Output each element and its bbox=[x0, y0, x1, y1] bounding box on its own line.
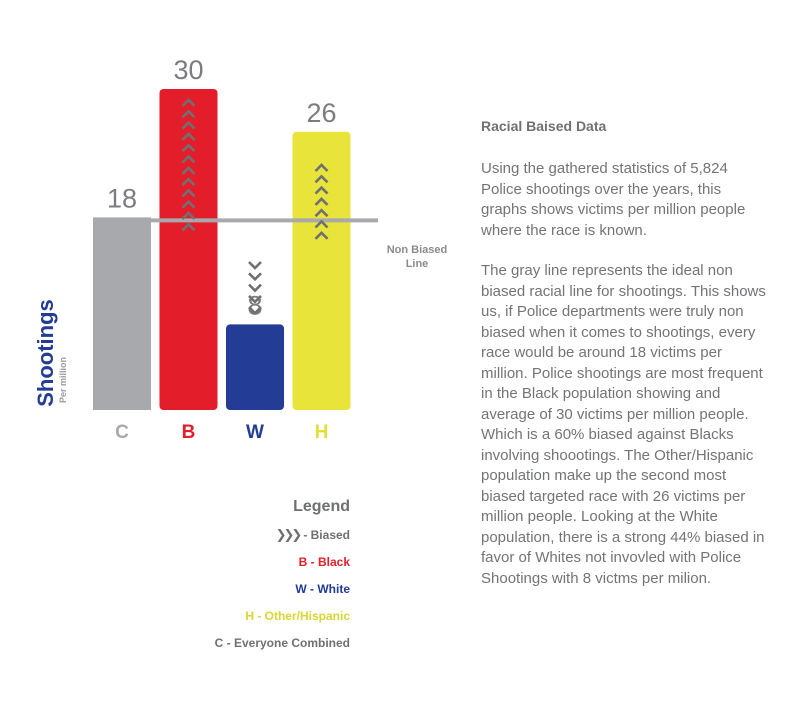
chevron-down-icon bbox=[248, 294, 262, 304]
chevron-up-icon bbox=[181, 109, 196, 119]
category-label-h: H bbox=[315, 422, 329, 443]
chevron-up-icon bbox=[314, 185, 329, 195]
legend: Legend ❯❯❯ - Biased B - Black W - White H… bbox=[215, 498, 350, 663]
category-label-w: W bbox=[246, 422, 264, 443]
chevron-up-icon bbox=[181, 222, 196, 232]
text-panel-title: Racial Baised Data bbox=[481, 118, 607, 134]
legend-item-hispanic: H - Other/Hispanic bbox=[245, 609, 350, 623]
chevron-down-icon bbox=[248, 272, 262, 282]
y-axis-sublabel: Per million bbox=[58, 357, 68, 403]
text-panel-paragraph-1: Using the gathered statistics of 5,824 P… bbox=[481, 160, 746, 239]
chevron-up-icon bbox=[314, 174, 329, 184]
value-label-h: 26 bbox=[306, 98, 336, 128]
chevron-down-icon bbox=[248, 261, 262, 270]
category-label-c: C bbox=[115, 422, 129, 443]
chevron-up-icon bbox=[181, 211, 196, 220]
chevron-up-icon bbox=[314, 197, 329, 206]
legend-item-white: W - White bbox=[295, 582, 350, 596]
value-label-c: 18 bbox=[107, 183, 137, 213]
legend-item-combined: C - Everyone Combined bbox=[214, 636, 350, 650]
chevron-down-icon bbox=[248, 283, 262, 293]
category-label-b: B bbox=[182, 422, 196, 443]
y-axis-label: Shootings bbox=[33, 299, 58, 407]
chevron-up-icon bbox=[181, 132, 196, 141]
chevron-up-icon bbox=[181, 98, 196, 107]
value-label-b: 30 bbox=[173, 55, 203, 85]
chevron-up-icon bbox=[181, 120, 196, 130]
bar-b bbox=[159, 89, 218, 410]
chevron-up-icon bbox=[314, 219, 329, 229]
bar-w bbox=[226, 324, 284, 410]
chevron-up-icon bbox=[181, 188, 196, 198]
bar-chart: 18 C 30 B 8 W 26 H Non Biased Line Shootings Per mi… bbox=[33, 55, 448, 443]
legend-item-black: B - Black bbox=[298, 555, 350, 569]
legend-title: Legend bbox=[293, 498, 350, 515]
chevron-up-icon bbox=[181, 143, 196, 153]
reference-line-label: Non Biased bbox=[387, 244, 448, 256]
legend-label-biased: - Biased bbox=[303, 528, 350, 542]
chevron-up-icon bbox=[314, 163, 329, 172]
chevron-up-icon bbox=[181, 154, 196, 164]
value-label-w: 8 bbox=[247, 290, 262, 320]
chevron-right-icon: ❯❯❯ bbox=[275, 527, 303, 542]
text-panel: Racial Baised Data Using the gathered st… bbox=[481, 118, 771, 609]
chevron-up-icon bbox=[181, 165, 196, 175]
bar-c bbox=[93, 217, 151, 410]
chevron-up-icon bbox=[314, 230, 329, 240]
reference-line-label-2: Line bbox=[406, 258, 429, 270]
chevron-up-icon bbox=[314, 208, 329, 218]
chevron-down-icon bbox=[248, 306, 262, 316]
bar-h bbox=[292, 131, 351, 411]
chevron-up-icon bbox=[181, 177, 196, 187]
legend-item-biased: ❯❯❯ - Biased bbox=[215, 528, 350, 555]
text-panel-paragraph-2: The gray line represents the ideal non b… bbox=[481, 262, 766, 587]
chevron-up-icon bbox=[181, 199, 196, 209]
